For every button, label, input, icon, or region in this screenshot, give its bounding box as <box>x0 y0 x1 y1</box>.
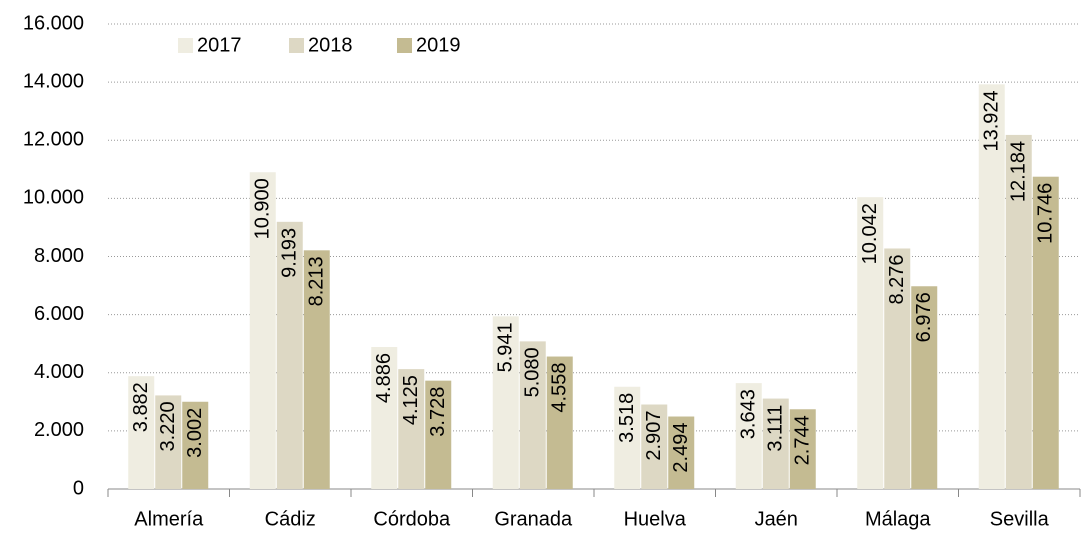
bar <box>128 376 155 489</box>
bar <box>884 248 911 489</box>
legend-label: 2018 <box>308 34 353 56</box>
data-label: 3.002 <box>184 408 206 458</box>
legend-swatch <box>397 38 412 53</box>
bar <box>762 398 789 489</box>
data-label: 3.220 <box>157 401 179 451</box>
y-tick-label: 0 <box>73 477 84 499</box>
bar <box>735 383 762 489</box>
legend-swatch <box>178 38 193 53</box>
bar <box>614 386 641 489</box>
bar <box>425 380 452 489</box>
bar <box>249 172 276 489</box>
data-label: 3.518 <box>616 393 638 443</box>
bar <box>371 347 398 489</box>
data-label: 3.111 <box>765 405 787 452</box>
x-tick-label: Jaén <box>755 508 798 530</box>
bar <box>1005 134 1032 489</box>
data-label: 4.125 <box>400 375 422 425</box>
legend-label: 2019 <box>416 34 461 56</box>
data-label: 8.276 <box>886 254 908 304</box>
x-tick-label: Granada <box>494 508 573 530</box>
data-label: 10.042 <box>859 203 881 264</box>
data-label: 8.213 <box>306 256 328 306</box>
bar <box>911 286 938 489</box>
bar <box>276 221 303 489</box>
bar <box>519 341 546 489</box>
data-label: 2.744 <box>792 415 814 465</box>
data-label: 13.924 <box>981 90 1003 151</box>
x-tick-label: Málaga <box>865 508 931 530</box>
data-label: 2.907 <box>643 411 665 461</box>
bar <box>857 197 884 490</box>
y-tick-label: 8.000 <box>34 245 84 267</box>
data-label: 3.643 <box>738 389 760 439</box>
bar <box>303 250 330 489</box>
data-label: 10.900 <box>252 178 274 239</box>
x-tick-label: Sevilla <box>990 508 1050 530</box>
legend-swatch <box>289 38 304 53</box>
bar <box>492 316 519 489</box>
data-label: 4.886 <box>373 353 395 403</box>
bar <box>1032 176 1059 489</box>
data-label: 6.976 <box>913 292 935 342</box>
bar <box>182 401 209 489</box>
bar <box>789 409 816 489</box>
data-label: 12.184 <box>1008 141 1030 202</box>
y-tick-label: 10.000 <box>23 187 84 209</box>
x-tick-label: Almería <box>134 508 204 530</box>
data-label: 4.558 <box>549 363 571 413</box>
bar <box>668 416 695 489</box>
bar <box>641 404 668 489</box>
y-tick-label: 16.000 <box>23 12 84 34</box>
data-label: 10.746 <box>1035 183 1057 244</box>
y-tick-label: 6.000 <box>34 303 84 325</box>
bar <box>155 395 182 489</box>
legend-label: 2017 <box>197 34 242 56</box>
data-label: 5.080 <box>522 347 544 397</box>
bar <box>398 369 425 489</box>
data-label: 5.941 <box>495 322 517 372</box>
y-tick-label: 2.000 <box>34 419 84 441</box>
data-label: 2.494 <box>670 423 692 473</box>
bar <box>546 356 573 489</box>
y-tick-label: 14.000 <box>23 70 84 92</box>
y-tick-label: 12.000 <box>23 129 84 151</box>
x-tick-label: Córdoba <box>373 508 451 530</box>
data-label: 9.193 <box>279 228 301 278</box>
x-tick-label: Huelva <box>624 508 687 530</box>
x-tick-label: Cádiz <box>265 508 316 530</box>
bar <box>978 84 1005 490</box>
data-label: 3.882 <box>130 382 152 432</box>
y-tick-label: 4.000 <box>34 361 84 383</box>
data-label: 3.728 <box>427 387 449 437</box>
